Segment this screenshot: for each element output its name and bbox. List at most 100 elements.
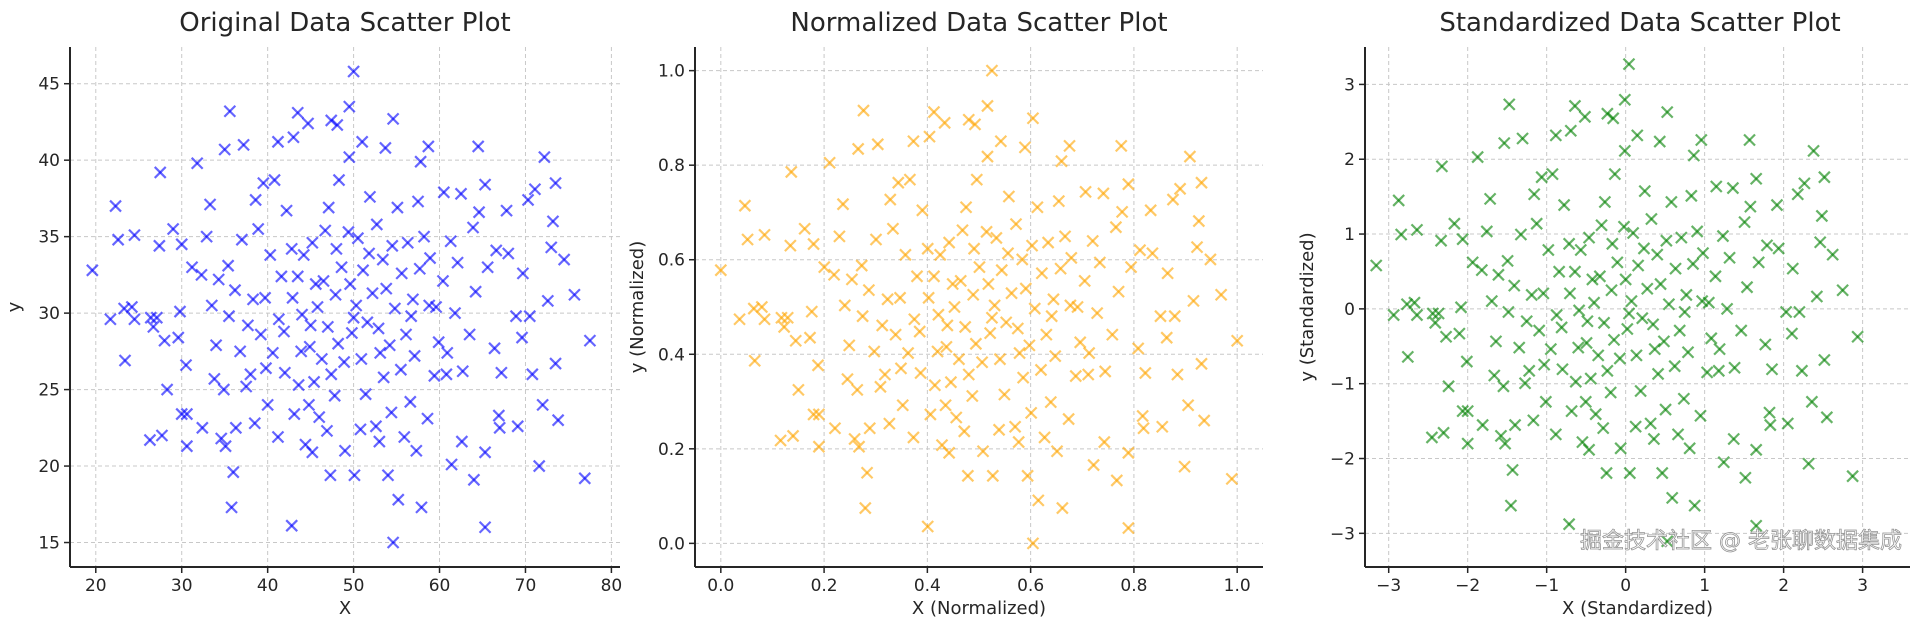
data-point: [869, 233, 883, 246]
data-point: [1743, 133, 1756, 147]
data-point: [1740, 280, 1754, 294]
data-point: [1675, 231, 1688, 244]
data-point: [1818, 170, 1831, 184]
data-point: [1544, 342, 1558, 356]
data-point: [1562, 517, 1576, 531]
data-point: [1437, 426, 1450, 440]
data-point: [1052, 194, 1066, 208]
data-point: [1662, 297, 1676, 311]
data-point: [292, 378, 305, 392]
data-point: [324, 468, 337, 482]
data-point: [1552, 265, 1566, 278]
data-point: [318, 224, 332, 237]
data-point: [379, 141, 392, 155]
data-point: [278, 366, 292, 380]
data-point: [1024, 406, 1038, 420]
data-point: [172, 331, 185, 344]
data-point: [1694, 409, 1707, 423]
data-point: [1461, 404, 1474, 418]
data-point: [1595, 218, 1608, 232]
data-point: [1041, 236, 1055, 249]
data-point: [946, 277, 959, 291]
data-point: [1660, 534, 1674, 548]
data-point: [848, 432, 861, 446]
data-point: [927, 105, 941, 119]
data-point: [903, 173, 917, 186]
data-point: [1563, 287, 1577, 300]
data-point: [388, 302, 402, 315]
data-point: [1582, 231, 1596, 244]
data-point: [392, 493, 405, 506]
data-point: [851, 142, 865, 156]
data-point: [881, 293, 894, 306]
data-point: [1795, 364, 1809, 378]
subplot-3: −3 −2 −1 0 1 2 3 −3 −2 −1 0 1 2 3 Standardized Data Sc…: [1297, 8, 1910, 618]
data-point: [1600, 466, 1613, 480]
data-point: [143, 433, 157, 447]
data-point: [1056, 501, 1069, 515]
data-point: [1109, 220, 1123, 234]
y-tick-label: 45: [38, 75, 60, 95]
data-point: [812, 440, 826, 453]
data-point: [1582, 443, 1596, 457]
subplot-2: 0.0 0.2 0.4 0.6 0.8 1.0 0.0 0.2 0.4 0.6 0.8 1.0 Norm…: [627, 8, 1263, 618]
data-point: [492, 409, 506, 422]
data-point: [448, 306, 462, 320]
data-point: [254, 328, 268, 341]
data-point: [469, 285, 482, 298]
data-point: [1035, 266, 1049, 280]
data-point: [1680, 288, 1693, 302]
data-point: [1192, 214, 1206, 228]
data-point: [285, 242, 298, 256]
data-point: [954, 274, 967, 288]
data-point: [233, 345, 247, 358]
data-point: [287, 130, 300, 144]
data-point: [942, 236, 956, 249]
data-point: [271, 135, 285, 149]
data-point: [166, 222, 180, 236]
data-point: [1494, 429, 1508, 443]
data-point: [348, 468, 361, 482]
data-point: [792, 383, 805, 397]
data-point: [190, 156, 204, 170]
data-point: [1660, 105, 1674, 119]
data-point: [1110, 474, 1124, 487]
data-point: [1520, 314, 1533, 328]
data-point: [838, 299, 852, 312]
data-point: [1537, 358, 1551, 371]
data-point: [850, 383, 864, 397]
data-point: [738, 199, 752, 212]
data-point: [330, 118, 344, 132]
data-point: [1646, 318, 1660, 331]
data-point: [549, 176, 562, 190]
data-point: [1717, 455, 1731, 469]
data-point: [218, 143, 231, 156]
data-point: [1605, 284, 1618, 297]
data-point: [921, 242, 934, 255]
data-point: [328, 389, 341, 402]
data-point: [863, 421, 877, 435]
data-point: [478, 446, 492, 459]
data-point: [366, 286, 379, 300]
data-point: [544, 241, 558, 254]
data-point: [1054, 262, 1067, 275]
data-point: [1504, 499, 1518, 512]
data-point: [1728, 361, 1741, 375]
data-point: [1683, 442, 1696, 455]
data-point: [1820, 411, 1834, 424]
data-point: [998, 388, 1011, 401]
data-point: [1604, 386, 1617, 399]
data-point: [845, 273, 859, 286]
data-point: [1461, 437, 1474, 450]
data-point: [1369, 259, 1383, 272]
data-point: [1618, 144, 1632, 158]
data-point: [377, 371, 390, 384]
data-point: [1058, 230, 1072, 243]
data-point: [521, 193, 535, 207]
x-tick-label: 60: [429, 576, 451, 596]
data-point: [1568, 265, 1582, 278]
data-point: [222, 309, 236, 323]
data-point: [153, 239, 166, 253]
data-point: [259, 361, 273, 375]
data-point: [748, 354, 761, 367]
